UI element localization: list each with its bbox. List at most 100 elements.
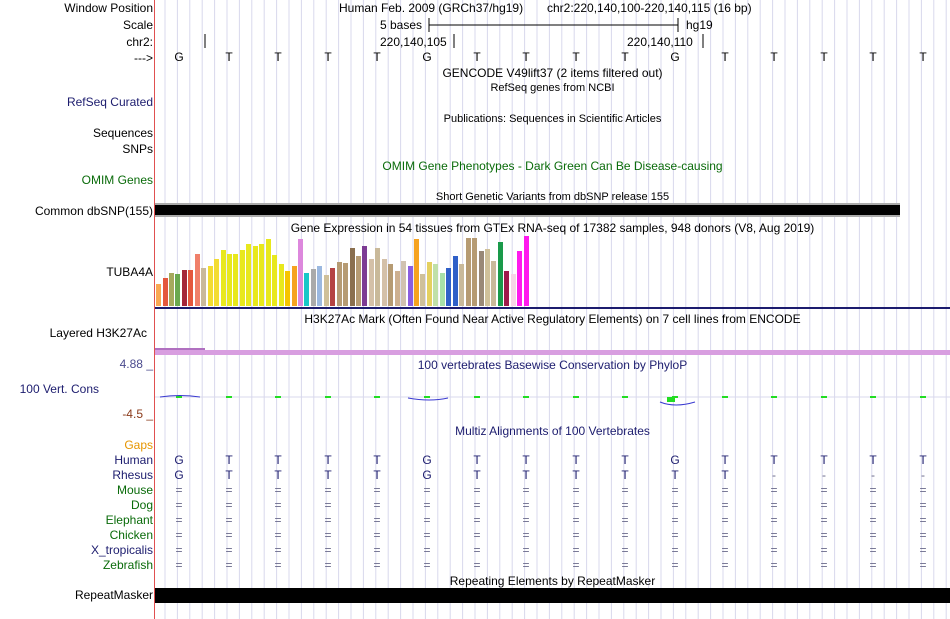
gtex-tissue-bar[interactable] (323, 275, 329, 306)
gtex-tissue-bar[interactable] (459, 264, 465, 306)
repeatmasker-track-title[interactable]: Repeating Elements by RepeatMasker (449, 574, 656, 588)
species-label-chicken[interactable]: Chicken (109, 528, 153, 542)
gtex-tissue-bar[interactable] (388, 264, 394, 306)
species-label-elephant[interactable]: Elephant (105, 513, 153, 527)
gaps-label[interactable]: Gaps (124, 438, 153, 452)
omim-track-title[interactable]: OMIM Gene Phenotypes - Dark Green Can Be… (382, 159, 723, 173)
gtex-tissue-bar[interactable] (343, 263, 349, 306)
dbsnp-track-title[interactable]: Short Genetic Variants from dbSNP releas… (435, 191, 670, 203)
alignment-base: = (869, 513, 877, 527)
gtex-tissue-bar[interactable] (239, 250, 245, 306)
gtex-tissue-bar[interactable] (394, 271, 400, 306)
gencode-track-title[interactable]: GENCODE V49lift37 (2 items filtered out) (442, 66, 663, 80)
refseq-curated-label[interactable]: RefSeq Curated (66, 95, 153, 109)
gtex-tissue-bar[interactable] (336, 262, 342, 306)
gtex-tissue-bar[interactable] (156, 284, 161, 306)
gtex-tissue-bar[interactable] (297, 239, 303, 306)
h3k27ac-track-title[interactable]: H3K27Ac Mark (Often Found Near Active Re… (304, 312, 801, 326)
gtex-tissue-bar[interactable] (381, 259, 387, 306)
gtex-tissue-bar[interactable] (414, 239, 419, 306)
alignment-base: T (671, 468, 679, 482)
gtex-tissue-bar[interactable] (227, 254, 232, 306)
gtex-bar-chart[interactable] (155, 236, 535, 306)
gtex-tissue-bar[interactable] (362, 246, 368, 306)
publications-track-title[interactable]: Publications: Sequences in Scientific Ar… (443, 113, 662, 125)
gtex-tissue-bar[interactable] (285, 271, 290, 306)
gtex-tissue-bar[interactable] (504, 271, 510, 306)
gtex-tissue-bar[interactable] (510, 274, 516, 306)
gtex-tissue-bar[interactable] (439, 273, 445, 306)
phylop-signal[interactable] (155, 390, 950, 410)
gtex-tissue-bar[interactable] (252, 246, 258, 306)
base-letter: T (621, 50, 629, 64)
gtex-tissue-bar[interactable] (291, 266, 297, 306)
alignment-base: = (175, 558, 183, 572)
snps-label[interactable]: SNPs (122, 142, 153, 156)
gtex-tissue-bar[interactable] (426, 262, 432, 306)
species-label-dog[interactable]: Dog (130, 498, 153, 512)
tuba4a-label[interactable]: TUBA4A (106, 265, 153, 279)
gtex-tissue-bar[interactable] (265, 239, 271, 306)
layered-h3k27ac-label[interactable]: Layered H3K27Ac (49, 326, 147, 340)
gtex-tissue-bar[interactable] (465, 238, 471, 306)
gtex-tissue-bar[interactable] (491, 261, 497, 306)
gtex-tissue-bar[interactable] (168, 273, 174, 306)
gtex-tissue-bar[interactable] (188, 270, 194, 306)
h3k27ac-signal[interactable] (155, 350, 950, 355)
species-label-human[interactable]: Human (114, 453, 153, 467)
gtex-tissue-bar[interactable] (349, 248, 355, 306)
gtex-tissue-bar[interactable] (201, 268, 207, 306)
gtex-tissue-bar[interactable] (175, 274, 181, 306)
gtex-tissue-bar[interactable] (310, 269, 316, 306)
multiz-track-title[interactable]: Multiz Alignments of 100 Vertebrates (455, 424, 650, 438)
gtex-tissue-bar[interactable] (278, 264, 284, 306)
gtex-tissue-bar[interactable] (304, 273, 310, 306)
repeatmasker-bar[interactable] (155, 588, 950, 603)
gtex-tissue-bar[interactable] (356, 256, 361, 306)
gtex-tissue-bar[interactable] (162, 278, 168, 306)
gtex-tissue-bar[interactable] (446, 268, 452, 306)
gtex-tissue-bar[interactable] (484, 249, 490, 306)
alignment-base: = (869, 498, 877, 512)
gtex-tissue-bar[interactable] (330, 268, 336, 306)
gtex-tissue-bar[interactable] (497, 242, 503, 306)
gtex-tissue-bar[interactable] (368, 259, 374, 306)
gtex-tissue-bar[interactable] (478, 251, 484, 306)
species-label-mouse[interactable]: Mouse (116, 483, 153, 497)
omim-genes-label[interactable]: OMIM Genes (81, 173, 153, 187)
gtex-tissue-bar[interactable] (259, 244, 265, 306)
gtex-tissue-bar[interactable] (207, 266, 213, 306)
repeatmasker-label[interactable]: RepeatMasker (74, 588, 153, 602)
gtex-tissue-bar[interactable] (214, 259, 220, 306)
species-label-x_tropicalis[interactable]: X_tropicalis (90, 543, 153, 557)
dbsnp-bar[interactable] (155, 203, 900, 217)
gtex-tissue-bar[interactable] (246, 244, 252, 306)
species-label-rhesus[interactable]: Rhesus (112, 468, 153, 482)
gtex-tissue-bar[interactable] (220, 250, 226, 306)
alignment-base: = (671, 543, 679, 557)
gtex-tissue-bar[interactable] (452, 256, 458, 306)
gtex-tissue-bar[interactable] (420, 274, 426, 306)
alignment-base: = (770, 513, 778, 527)
gtex-tissue-bar[interactable] (523, 236, 529, 306)
vert-cons-label[interactable]: 100 Vert. Cons (19, 382, 99, 396)
refseq-track-title[interactable]: RefSeq genes from NCBI (490, 82, 615, 94)
sequences-label[interactable]: Sequences (92, 126, 153, 140)
gtex-tissue-bar[interactable] (233, 254, 239, 306)
common-dbsnp-label[interactable]: Common dbSNP(155) (34, 204, 153, 218)
gtex-tissue-bar[interactable] (181, 270, 187, 306)
phylop-track-title[interactable]: 100 vertebrates Basewise Conservation by… (417, 358, 688, 372)
species-label-zebrafish[interactable]: Zebrafish (102, 558, 153, 572)
alignment-base: = (473, 558, 481, 572)
alignment-base: = (522, 513, 530, 527)
gtex-tissue-bar[interactable] (407, 266, 413, 306)
gtex-tissue-bar[interactable] (317, 266, 323, 306)
gtex-tissue-bar[interactable] (433, 264, 439, 306)
gtex-tissue-bar[interactable] (472, 238, 478, 306)
gtex-tissue-bar[interactable] (517, 251, 523, 306)
gtex-tissue-bar[interactable] (375, 248, 381, 306)
gtex-tissue-bar[interactable] (401, 261, 407, 306)
gtex-tissue-bar[interactable] (194, 254, 200, 306)
gtex-tissue-bar[interactable] (272, 255, 278, 306)
gtex-track-title[interactable]: Gene Expression in 54 tissues from GTEx … (290, 221, 815, 235)
